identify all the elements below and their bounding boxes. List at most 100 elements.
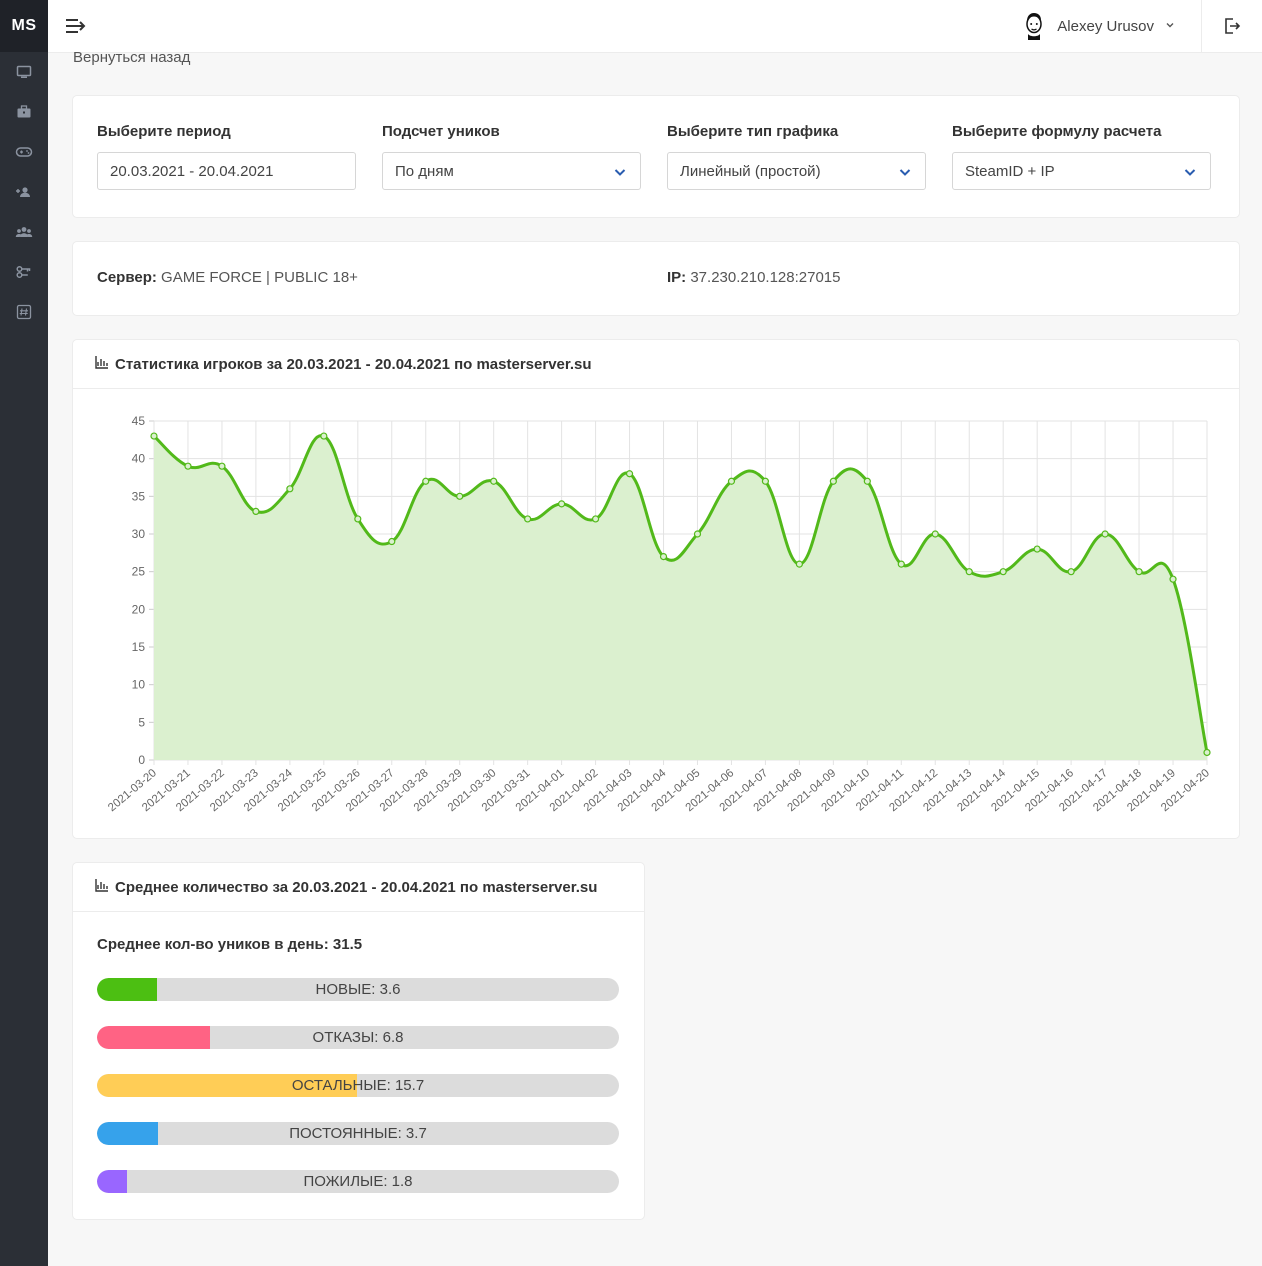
y-tick-label: 0 <box>138 753 145 767</box>
formula-label: Выберите формулу расчета <box>952 123 1162 140</box>
ip-info: IP: 37.230.210.128:27015 <box>667 269 841 286</box>
progress-label: ОСТАЛЬНЫЕ: 15.7 <box>291 1077 425 1094</box>
data-point <box>1135 568 1143 576</box>
formula-value: SteamID + IP <box>965 163 1055 180</box>
y-tick-label: 20 <box>132 602 146 616</box>
stats-title-text: Статистика игроков за 20.03.2021 - 20.04… <box>115 355 592 373</box>
y-tick-label: 10 <box>132 678 146 692</box>
data-point <box>1067 568 1075 576</box>
data-point <box>1203 748 1211 757</box>
data-point <box>625 470 634 478</box>
progress-bar: ОСТАЛЬНЫЕ: 15.7 <box>97 1074 619 1097</box>
progress-fill <box>97 978 158 1001</box>
data-point <box>388 537 396 546</box>
data-point <box>456 492 464 500</box>
server-info-card: Сервер: GAME FORCE | PUBLIC 18+ IP: 37.2… <box>72 241 1240 316</box>
user-name: Alexey Urusov <box>1057 17 1154 35</box>
sidebar: MS <box>0 0 48 1266</box>
data-point <box>931 530 939 538</box>
users-icon[interactable] <box>14 222 34 242</box>
app-logo[interactable]: MS <box>0 0 48 52</box>
count-mode-value: По дням <box>395 163 454 180</box>
progress-label: ПОЖИЛЫЕ: 1.8 <box>303 1173 413 1190</box>
chart-line-icon <box>95 878 109 896</box>
data-point <box>897 560 905 568</box>
series-area <box>154 435 1207 760</box>
data-point <box>558 500 566 508</box>
data-point <box>659 553 668 561</box>
data-point <box>490 477 498 485</box>
y-tick-label: 15 <box>132 640 146 654</box>
avg-summary: Среднее кол-во уников в день: 31.5 <box>97 936 363 953</box>
header-divider <box>1201 0 1202 52</box>
chevron-down-icon <box>1182 164 1198 180</box>
y-tick-label: 25 <box>132 565 146 579</box>
data-point <box>761 477 770 485</box>
ip-value: 37.230.210.128:27015 <box>690 269 841 286</box>
stats-card: Статистика игроков за 20.03.2021 - 20.04… <box>72 339 1240 839</box>
back-link[interactable]: Вернуться назад <box>73 49 191 66</box>
menu-toggle-icon[interactable] <box>64 14 88 38</box>
progress-fill <box>97 1074 357 1097</box>
logout-icon[interactable] <box>1222 16 1242 36</box>
top-bar: Alexey Urusov <box>48 0 1262 53</box>
filters-card: Выберите период 20.03.2021 - 20.04.2021 … <box>72 95 1240 218</box>
period-input[interactable]: 20.03.2021 - 20.04.2021 <box>97 152 356 190</box>
progress-label: ОТКАЗЫ: 6.8 <box>312 1029 404 1046</box>
y-tick-label: 30 <box>132 527 146 541</box>
progress-label: НОВЫЕ: 3.6 <box>315 981 401 998</box>
data-point <box>863 477 871 485</box>
progress-bar: ПОСТОЯННЫЕ: 3.7 <box>97 1122 619 1145</box>
data-point <box>422 477 430 485</box>
card-divider <box>73 911 644 912</box>
progress-fill <box>97 1026 210 1049</box>
period-value: 20.03.2021 - 20.04.2021 <box>110 163 274 180</box>
chevron-down-icon <box>612 164 628 180</box>
data-point <box>320 432 328 440</box>
data-point <box>591 515 600 523</box>
ip-label: IP: <box>667 269 687 286</box>
data-point <box>252 507 260 516</box>
user-menu[interactable]: Alexey Urusov <box>1021 12 1176 40</box>
chart-type-select[interactable]: Линейный (простой) <box>667 152 926 190</box>
data-point <box>829 477 837 485</box>
data-point <box>150 432 158 440</box>
data-point <box>1101 530 1109 538</box>
avatar <box>1021 12 1047 40</box>
keys-icon[interactable] <box>14 262 34 282</box>
stats-line-chart: 0510152025303540452021-03-202021-03-2120… <box>106 414 1212 814</box>
progress-bar: ОТКАЗЫ: 6.8 <box>97 1026 619 1049</box>
gamepad-icon[interactable] <box>14 142 34 162</box>
period-label: Выберите период <box>97 123 231 140</box>
progress-fill <box>97 1170 127 1193</box>
data-point <box>1169 575 1177 583</box>
count-mode-label: Подсчет уников <box>382 123 500 140</box>
chevron-down-icon <box>1164 18 1176 35</box>
progress-label: ПОСТОЯННЫЕ: 3.7 <box>289 1125 427 1142</box>
stats-card-title: Статистика игроков за 20.03.2021 - 20.04… <box>95 355 592 373</box>
data-point <box>965 568 973 576</box>
y-tick-label: 35 <box>132 489 146 503</box>
monitor-icon[interactable] <box>14 62 34 82</box>
server-name: GAME FORCE | PUBLIC 18+ <box>161 269 358 286</box>
y-tick-label: 5 <box>138 715 145 729</box>
hash-icon[interactable] <box>14 302 34 322</box>
count-mode-select[interactable]: По дням <box>382 152 641 190</box>
server-info: Сервер: GAME FORCE | PUBLIC 18+ <box>97 269 358 286</box>
avg-card-title: Среднее количество за 20.03.2021 - 20.04… <box>95 878 597 896</box>
data-point <box>524 515 532 523</box>
chart-type-value: Линейный (простой) <box>680 163 821 180</box>
chart-type-label: Выберите тип графика <box>667 123 839 140</box>
data-point <box>184 462 192 470</box>
user-plus-icon[interactable] <box>14 182 34 202</box>
briefcase-icon[interactable] <box>14 102 34 122</box>
data-point <box>218 462 226 470</box>
data-point <box>727 477 736 485</box>
data-point <box>795 560 803 568</box>
formula-select[interactable]: SteamID + IP <box>952 152 1211 190</box>
data-point <box>354 515 362 523</box>
chevron-down-icon <box>897 164 913 180</box>
avg-title-text: Среднее количество за 20.03.2021 - 20.04… <box>115 878 598 896</box>
progress-bar: ПОЖИЛЫЕ: 1.8 <box>97 1170 619 1193</box>
data-point <box>693 530 702 538</box>
